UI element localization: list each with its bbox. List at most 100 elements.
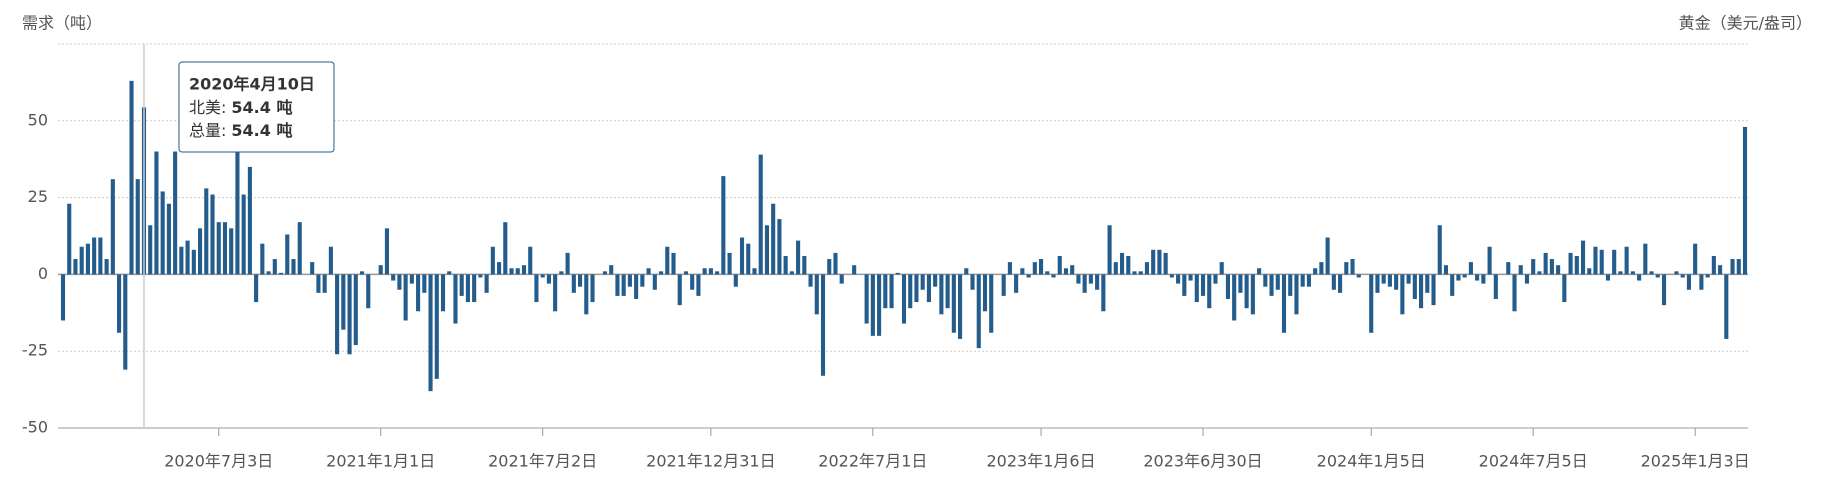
bar: [553, 274, 558, 312]
bar: [1531, 259, 1536, 275]
bar: [646, 268, 651, 275]
bar: [235, 151, 240, 275]
bar: [129, 80, 134, 275]
bar: [715, 271, 720, 275]
bar: [1705, 274, 1710, 278]
bar: [789, 271, 794, 275]
bar: [490, 246, 495, 275]
bar: [1275, 274, 1280, 290]
bar: [85, 243, 90, 275]
bar: [889, 274, 894, 309]
bar: [982, 274, 988, 312]
bar: [191, 249, 196, 275]
bar: [671, 252, 676, 275]
bar: [1693, 243, 1698, 275]
bar: [521, 265, 527, 275]
bar: [951, 274, 956, 333]
tooltip-row-value: 54.4 吨: [231, 98, 292, 117]
x-tick-label: 2021年12月31日: [646, 452, 775, 471]
bar: [796, 240, 801, 275]
y2-axis-title: 黄金（美元/盎司）: [1679, 14, 1812, 33]
bar: [1257, 268, 1262, 275]
bar: [1082, 274, 1087, 293]
bar: [833, 252, 838, 275]
bar: [877, 274, 882, 336]
tooltip-row-label: 北美:: [189, 98, 226, 117]
bar: [1742, 126, 1748, 275]
bar: [1549, 259, 1554, 275]
bar: [1437, 225, 1442, 275]
y-tick-label: 0: [38, 264, 48, 283]
bar: [1637, 274, 1642, 281]
bar: [497, 262, 502, 275]
bar: [1225, 274, 1230, 299]
bar: [565, 252, 570, 275]
bar: [1649, 271, 1654, 275]
bar: [1350, 259, 1355, 275]
bar: [1524, 274, 1530, 284]
bar: [1076, 274, 1081, 284]
bar: [397, 274, 402, 290]
bar: [970, 274, 975, 290]
bar: [578, 274, 583, 287]
bar: [1543, 252, 1548, 275]
bar: [1057, 255, 1062, 275]
bar: [1680, 274, 1685, 278]
bar: [1556, 265, 1561, 275]
bar: [1207, 274, 1212, 309]
bar: [1661, 274, 1667, 306]
bar: [123, 274, 128, 370]
bar: [428, 274, 433, 392]
bar: [677, 274, 682, 306]
x-tick-label: 2024年1月5日: [1317, 452, 1426, 471]
bar: [310, 262, 315, 275]
bar: [1244, 274, 1249, 309]
bar: [1338, 274, 1343, 293]
bar: [278, 272, 284, 275]
bar: [1537, 271, 1542, 275]
bar: [1686, 274, 1691, 290]
bar: [777, 219, 782, 275]
bar: [1063, 268, 1069, 275]
bar: [1674, 271, 1679, 275]
bar: [1294, 274, 1299, 315]
bar: [1088, 274, 1093, 284]
bar: [1157, 249, 1162, 275]
bar: [820, 274, 826, 376]
bar: [328, 246, 333, 275]
bar: [1263, 274, 1268, 287]
bar: [197, 228, 203, 275]
bar: [945, 274, 950, 309]
bar: [1182, 274, 1187, 296]
bar: [1618, 271, 1623, 275]
bar: [241, 194, 246, 275]
bar: [1562, 274, 1567, 303]
bar: [378, 265, 383, 275]
bar: [359, 271, 365, 275]
bar: [403, 274, 408, 321]
x-tick-label: 2020年7月3日: [164, 452, 273, 471]
bar: [465, 274, 470, 303]
bar: [1394, 274, 1399, 290]
bar: [1138, 271, 1143, 275]
bar: [1045, 271, 1050, 275]
bar: [1151, 249, 1156, 275]
bar: [204, 188, 209, 275]
bar: [1213, 274, 1218, 284]
bar: [958, 274, 963, 339]
y-tick-label: -25: [22, 341, 48, 360]
bar: [1300, 274, 1305, 287]
bar: [590, 274, 595, 303]
bar: [665, 246, 670, 275]
bar: [347, 274, 352, 355]
bar: [92, 237, 97, 275]
bar: [117, 274, 122, 333]
bar: [1356, 274, 1361, 278]
bar: [758, 154, 763, 275]
bar: [1655, 274, 1660, 278]
bar: [459, 274, 464, 296]
bar: [216, 222, 221, 275]
bar: [926, 274, 931, 303]
